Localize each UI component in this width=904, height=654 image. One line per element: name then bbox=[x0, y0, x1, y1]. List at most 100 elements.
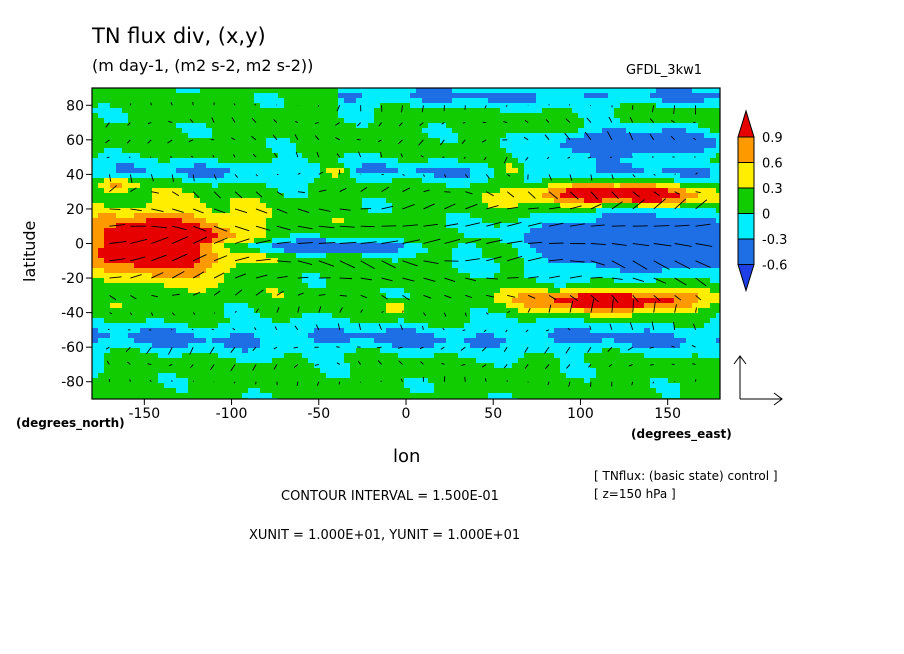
field-cell bbox=[626, 123, 633, 129]
field-cell bbox=[644, 188, 651, 194]
field-cell bbox=[170, 93, 177, 99]
field-cell bbox=[296, 138, 303, 144]
field-cell bbox=[146, 178, 153, 184]
field-cell bbox=[506, 268, 513, 274]
field-cell bbox=[428, 258, 435, 264]
field-cell bbox=[482, 318, 489, 324]
field-cell bbox=[530, 198, 537, 204]
field-cell bbox=[98, 218, 105, 224]
field-cell bbox=[680, 113, 687, 119]
field-cell bbox=[386, 208, 393, 214]
field-cell bbox=[716, 143, 721, 149]
field-cell bbox=[206, 163, 213, 169]
field-cell bbox=[476, 103, 483, 109]
field-cell bbox=[464, 188, 471, 194]
field-cell bbox=[638, 93, 645, 99]
field-cell bbox=[614, 218, 621, 224]
field-cell bbox=[644, 173, 651, 179]
field-cell bbox=[386, 198, 393, 204]
field-cell bbox=[212, 248, 219, 254]
field-cell bbox=[122, 138, 129, 144]
field-cell bbox=[440, 173, 447, 179]
field-cell bbox=[572, 293, 579, 299]
field-cell bbox=[122, 128, 129, 134]
field-cell bbox=[548, 143, 555, 149]
field-cell bbox=[668, 258, 675, 264]
field-cell bbox=[272, 93, 279, 99]
field-cell bbox=[386, 173, 393, 179]
field-cell bbox=[662, 218, 669, 224]
field-cell bbox=[494, 193, 501, 199]
field-cell bbox=[212, 138, 219, 144]
field-cell bbox=[248, 233, 255, 239]
field-cell bbox=[704, 133, 711, 139]
field-cell bbox=[188, 323, 195, 329]
field-cell bbox=[548, 128, 555, 134]
field-cell bbox=[374, 208, 381, 214]
field-cell bbox=[140, 148, 147, 154]
field-cell bbox=[602, 148, 609, 154]
field-cell bbox=[446, 278, 453, 284]
field-cell bbox=[278, 313, 285, 319]
field-cell bbox=[710, 158, 717, 164]
field-cell bbox=[464, 288, 471, 294]
field-cell bbox=[104, 238, 111, 244]
field-cell bbox=[380, 218, 387, 224]
field-cell bbox=[668, 123, 675, 129]
field-cell bbox=[128, 213, 135, 219]
field-cell bbox=[266, 228, 273, 234]
field-cell bbox=[644, 303, 651, 309]
field-cell bbox=[110, 138, 117, 144]
field-cell bbox=[410, 188, 417, 194]
field-cell bbox=[158, 118, 165, 124]
field-cell bbox=[116, 158, 123, 164]
field-cell bbox=[554, 163, 561, 169]
field-cell bbox=[344, 308, 351, 314]
field-cell bbox=[320, 208, 327, 214]
field-cell bbox=[416, 283, 423, 289]
field-cell bbox=[578, 293, 585, 299]
field-cell bbox=[662, 183, 669, 189]
field-cell bbox=[632, 208, 639, 214]
field-cell bbox=[446, 158, 453, 164]
field-cell bbox=[704, 313, 711, 319]
field-cell bbox=[674, 88, 681, 94]
field-cell bbox=[530, 208, 537, 214]
field-cell bbox=[314, 278, 321, 284]
field-cell bbox=[368, 318, 375, 324]
field-cell bbox=[584, 148, 591, 154]
field-cell bbox=[578, 253, 585, 259]
field-cell bbox=[410, 143, 417, 149]
field-cell bbox=[158, 323, 165, 329]
field-cell bbox=[518, 158, 525, 164]
field-cell bbox=[536, 218, 543, 224]
field-cell bbox=[116, 98, 123, 104]
field-cell bbox=[206, 148, 213, 154]
field-cell bbox=[596, 233, 603, 239]
field-cell bbox=[122, 148, 129, 154]
field-cell bbox=[296, 248, 303, 254]
field-cell bbox=[626, 263, 633, 269]
field-cell bbox=[374, 233, 381, 239]
field-cell bbox=[398, 168, 405, 174]
field-cell bbox=[608, 188, 615, 194]
field-cell bbox=[572, 238, 579, 244]
field-cell bbox=[710, 93, 717, 99]
field-cell bbox=[710, 298, 717, 304]
field-cell bbox=[422, 148, 429, 154]
field-cell bbox=[194, 98, 201, 104]
field-cell bbox=[602, 318, 609, 324]
field-cell bbox=[542, 313, 549, 319]
field-cell bbox=[392, 193, 399, 199]
field-cell bbox=[422, 173, 429, 179]
field-cell bbox=[620, 228, 627, 234]
field-cell bbox=[434, 88, 441, 94]
field-cell bbox=[428, 133, 435, 139]
field-cell bbox=[494, 113, 501, 119]
field-cell bbox=[506, 278, 513, 284]
field-cell bbox=[602, 238, 609, 244]
field-cell bbox=[548, 248, 555, 254]
field-cell bbox=[176, 223, 183, 229]
field-cell bbox=[296, 253, 303, 259]
field-cell bbox=[608, 203, 615, 209]
